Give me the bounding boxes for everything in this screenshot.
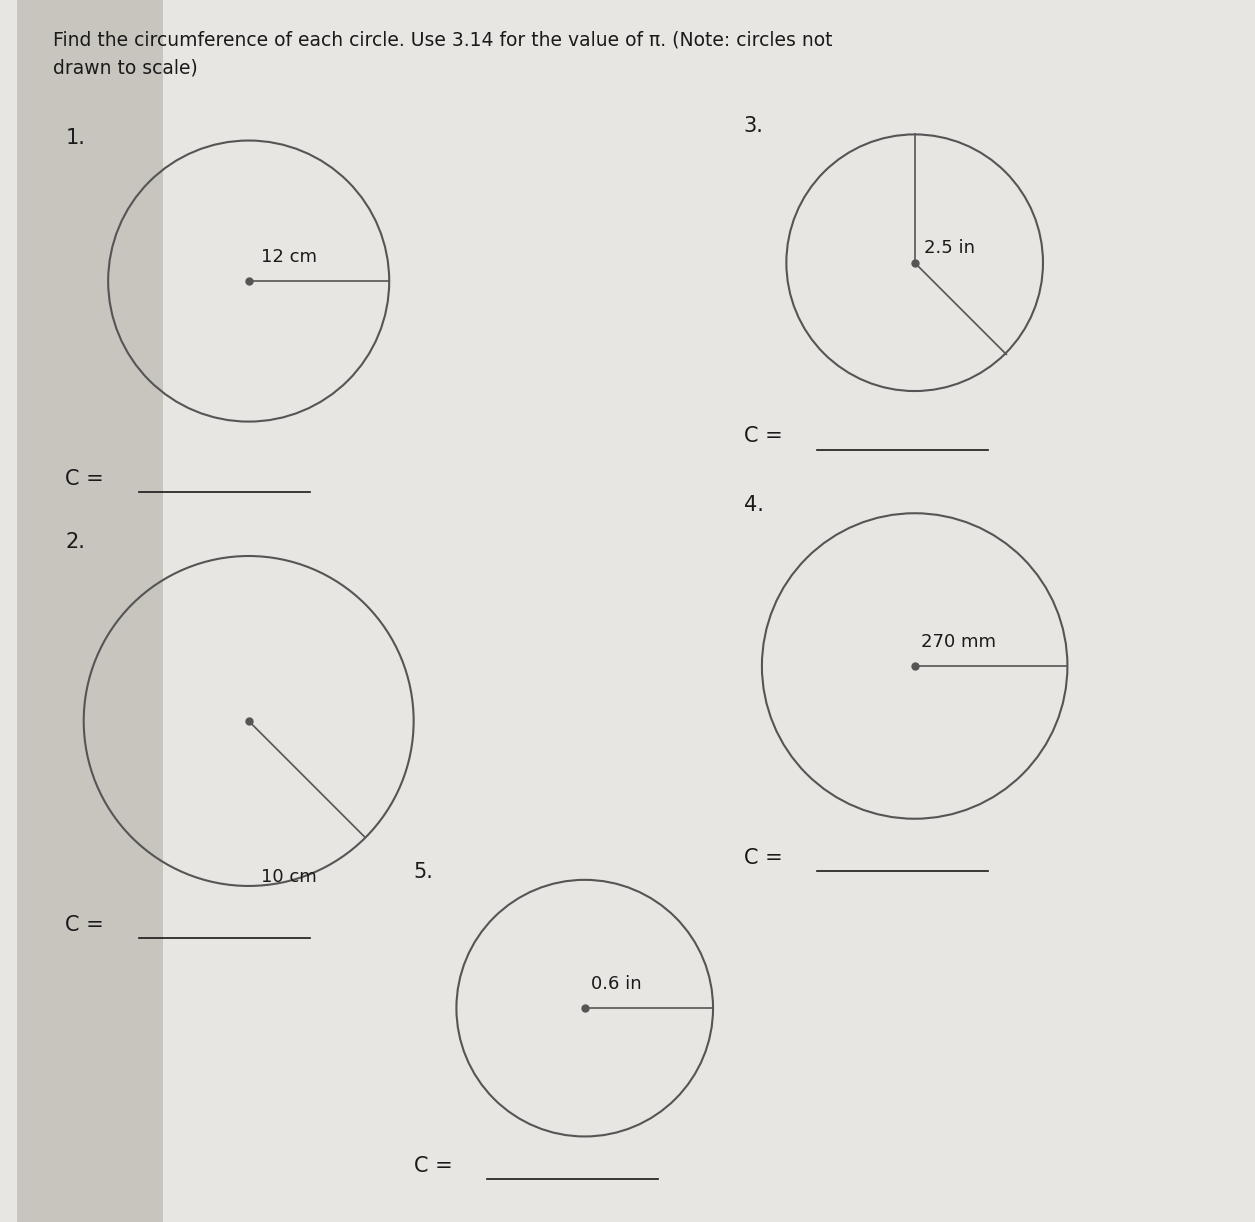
Text: C =: C = [65,915,110,935]
Text: C =: C = [414,1156,459,1176]
Text: 2.5 in: 2.5 in [925,238,975,257]
Text: C =: C = [744,426,789,446]
Text: drawn to scale): drawn to scale) [53,59,198,78]
Text: 4.: 4. [744,495,763,514]
Text: C =: C = [744,848,789,868]
FancyBboxPatch shape [16,0,163,1222]
Text: 2.: 2. [65,532,85,551]
Text: 0.6 in: 0.6 in [591,975,641,993]
Text: Find the circumference of each circle. Use 3.14 for the value of π. (Note: circl: Find the circumference of each circle. U… [53,31,832,50]
Text: 1.: 1. [65,128,85,148]
Text: 5.: 5. [414,862,433,881]
Text: 3.: 3. [744,116,763,136]
Text: 12 cm: 12 cm [261,248,318,266]
Text: 10 cm: 10 cm [261,868,316,886]
Text: 270 mm: 270 mm [921,633,995,651]
Text: C =: C = [65,469,110,489]
